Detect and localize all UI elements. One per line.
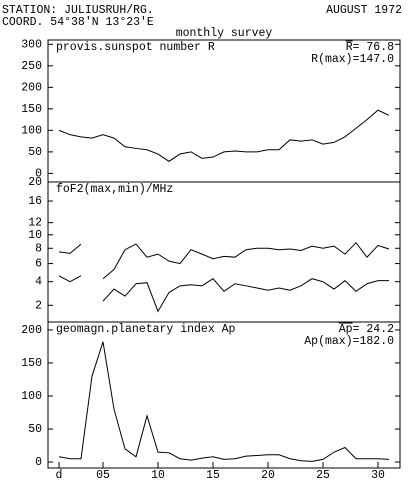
annotation: Ap(max)=182.0: [304, 335, 394, 348]
data-line: [102, 241, 390, 280]
y-tick-label: 50: [28, 146, 42, 159]
y-tick-label: 2: [35, 299, 42, 312]
y-tick-label: 200: [21, 81, 42, 94]
x-tick-label: 05: [96, 469, 110, 480]
data-line: [58, 109, 390, 162]
annotation: Ap= 24.2: [339, 323, 394, 336]
data-line: [58, 243, 82, 254]
y-tick-label: 100: [21, 124, 42, 137]
y-tick-label: 4: [35, 276, 42, 289]
y-tick-label: 50: [28, 423, 42, 436]
subtitle: monthly survey: [176, 27, 273, 40]
y-tick-label: 6: [35, 258, 42, 271]
y-tick-label: 250: [21, 60, 42, 73]
annotation: R(max)=147.0: [311, 53, 394, 66]
y-tick-label: 100: [21, 390, 42, 403]
data-line: [58, 341, 390, 462]
station: STATION: JULIUSRUH/RG.: [2, 4, 154, 17]
date: AUGUST 1972: [326, 4, 402, 17]
y-tick-label: 200: [21, 324, 42, 337]
x-tick-label: 15: [206, 469, 220, 480]
y-tick-label: 150: [21, 103, 42, 116]
x-tick-label: 20: [261, 469, 275, 480]
panel-title: geomagn.planetary index Ap: [56, 323, 236, 336]
x-tick-label: d: [56, 469, 63, 480]
panel-title: provis.sunspot number R: [56, 41, 215, 54]
data-line: [102, 278, 389, 313]
x-tick-label: 10: [151, 469, 165, 480]
x-tick-label: 25: [316, 469, 330, 480]
annotation: R= 76.8: [346, 41, 394, 54]
y-tick-label: 16: [28, 195, 42, 208]
coord: COORD. 54°38'N 13°23'E: [2, 16, 154, 29]
y-tick-label: 300: [21, 38, 42, 51]
y-tick-label: 0: [35, 167, 42, 180]
y-tick-label: 0: [35, 456, 42, 469]
panel-title: foF2(max,min)/MHz: [56, 183, 173, 196]
data-line: [58, 275, 82, 283]
y-tick-label: 20: [28, 176, 42, 189]
y-tick-label: 10: [28, 229, 42, 242]
y-tick-label: 12: [28, 217, 42, 230]
y-tick-label: 150: [21, 357, 42, 370]
y-tick-label: 8: [35, 242, 42, 255]
panel-frame: [47, 321, 401, 469]
x-tick-label: 30: [371, 469, 385, 480]
